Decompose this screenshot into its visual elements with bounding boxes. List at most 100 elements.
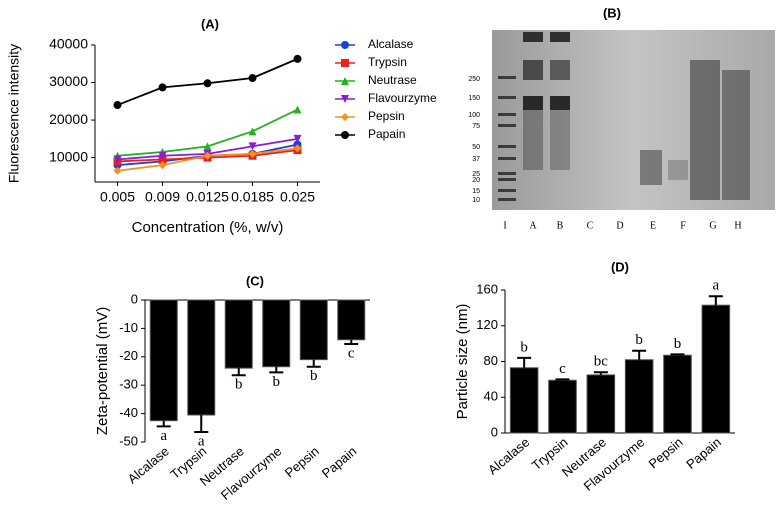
lane-label: E [650, 220, 656, 231]
significance-letter: b [273, 374, 281, 390]
point [248, 127, 257, 136]
y-tick-label: 30000 [49, 73, 88, 89]
bar [509, 367, 539, 434]
error-bar [344, 339, 359, 346]
x-tick-label: 0.025 [280, 189, 315, 205]
lane-label: B [557, 220, 564, 231]
bar [299, 299, 328, 361]
significance-letter: b [520, 339, 528, 355]
point [248, 142, 257, 151]
y-tick-label: -20 [119, 348, 138, 363]
y-tick-label: 0 [131, 291, 138, 306]
bar [548, 379, 577, 434]
y-axis-label: Zeta-potential (mV) [94, 307, 111, 435]
lane-label: F [680, 220, 686, 231]
bar [224, 299, 253, 369]
y-tick-label: 40 [484, 389, 498, 404]
legend-label: Papain [368, 127, 405, 141]
chart-title: (A) [201, 16, 219, 31]
y-axis-label: Particle size (nm) [454, 304, 471, 420]
bar [586, 374, 616, 434]
error-bar [269, 366, 284, 374]
marker-label: 50 [472, 144, 480, 151]
point [203, 151, 212, 160]
significance-letter: c [559, 361, 566, 377]
marker-label: 10 [472, 197, 480, 204]
x-tick-label: Pepsin [282, 443, 322, 480]
point [248, 149, 257, 158]
legend-marker [341, 131, 349, 139]
bar [187, 299, 216, 416]
error-bar [632, 349, 647, 360]
legend-label: Flavourzyme [368, 91, 437, 105]
x-tick-label: Alcalase [485, 434, 532, 477]
lane-label: G [709, 220, 716, 231]
y-tick-label: 20000 [49, 111, 88, 127]
y-tick-label: 80 [484, 353, 498, 368]
gel-bands [498, 32, 750, 201]
x-tick-label: Alcalase [125, 443, 172, 486]
significance-letter: a [198, 433, 205, 449]
y-tick-label: -40 [119, 405, 138, 420]
marker-label: 25 [472, 171, 480, 178]
y-tick-label: 10000 [49, 148, 88, 164]
error-bar [517, 356, 532, 368]
point [203, 142, 212, 151]
marker-label: 75 [472, 123, 480, 130]
lane-label: I [503, 220, 506, 231]
x-tick-label: Papain [319, 443, 360, 481]
legend-label: Neutrase [368, 73, 417, 87]
error-bar [670, 353, 685, 356]
point [113, 155, 122, 164]
x-tick-label: 0.0125 [186, 189, 229, 205]
legend-marker [341, 113, 349, 121]
legend-label: Pepsin [368, 109, 405, 123]
marker-label: 250 [468, 76, 480, 83]
legend-label: Alcalase [368, 37, 414, 51]
point [113, 101, 122, 110]
y-tick-label: 0 [491, 424, 498, 439]
point [293, 144, 302, 153]
legend-marker [341, 59, 349, 67]
marker-label: 150 [468, 95, 480, 102]
legend-marker [341, 95, 349, 103]
error-bar [593, 371, 608, 375]
x-tick-label: Papain [683, 434, 724, 472]
x-tick-label: 0.005 [100, 189, 135, 205]
bar [624, 359, 654, 434]
point [248, 74, 257, 83]
significance-letter: a [160, 428, 167, 444]
x-tick-label: 0.009 [145, 189, 180, 205]
legend-marker [341, 41, 349, 49]
marker-label: 15 [472, 188, 480, 195]
error-bar [555, 378, 570, 381]
point [113, 166, 122, 175]
y-tick-label: -10 [119, 320, 138, 335]
error-bar [708, 295, 723, 306]
chart-title: (C) [246, 273, 264, 288]
lane-label: D [616, 220, 623, 231]
point [293, 54, 302, 63]
error-bar [231, 368, 246, 377]
legend-label: Trypsin [368, 55, 407, 69]
significance-letter: a [712, 278, 719, 294]
error-bar [156, 420, 171, 428]
significance-letter: b [310, 368, 318, 384]
lane-label: C [587, 220, 594, 231]
significance-letter: bc [594, 354, 609, 370]
bar [337, 299, 366, 341]
marker-label: 100 [468, 112, 480, 119]
y-tick-label: 40000 [49, 36, 88, 52]
y-tick-label: -50 [119, 433, 138, 448]
y-tick-label: 120 [476, 317, 498, 332]
y-axis-label: Fluorescence intensity [6, 44, 22, 183]
point [158, 151, 167, 160]
point [293, 134, 302, 143]
gel-title: (B) [603, 5, 621, 20]
point [158, 83, 167, 92]
y-tick-label: -30 [119, 377, 138, 392]
marker-label: 20 [472, 177, 480, 184]
point [293, 105, 302, 114]
point [158, 161, 167, 170]
significance-letter: c [348, 345, 355, 361]
